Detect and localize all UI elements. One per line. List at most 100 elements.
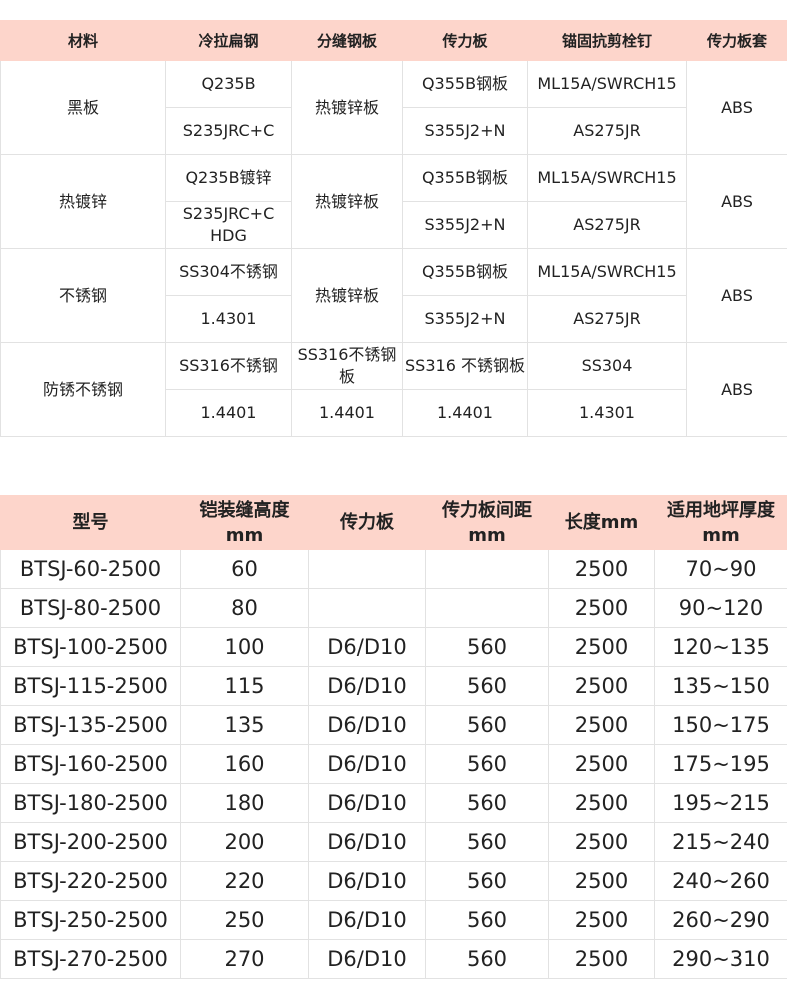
dowel-cell: D6/D10: [308, 783, 426, 823]
dowel-plate-cell: SS316 不锈钢板: [402, 342, 528, 390]
dowel-spacing-cell: 560: [425, 705, 549, 745]
joint-plate-cell: SS316不锈钢板: [291, 342, 403, 390]
length-cell: 2500: [548, 900, 655, 940]
model-cell: BTSJ-135-2500: [0, 705, 181, 745]
stud-cell: 1.4301: [527, 389, 687, 437]
header-length: 长度mm: [548, 495, 655, 550]
floor-thickness-cell: 260~290: [654, 900, 787, 940]
materials-row: S235JRC+C HDG S355J2+N AS275JR: [1, 201, 787, 249]
dowel-cell: D6/D10: [308, 861, 426, 901]
table-row: BTSJ-250-2500 250 D6/D10 560 2500 260~290: [0, 900, 787, 940]
joint-plate-cell: 热镀锌板: [291, 154, 403, 249]
floor-thickness-cell: 90~120: [654, 588, 787, 628]
table-row: BTSJ-100-2500 100 D6/D10 560 2500 120~135: [0, 627, 787, 667]
material-cell: 热镀锌: [0, 154, 166, 249]
dowel-cell: D6/D10: [308, 666, 426, 706]
length-cell: 2500: [548, 588, 655, 628]
dowel-spacing-cell: 560: [425, 666, 549, 706]
stud-cell: AS275JR: [527, 201, 687, 249]
model-cell: BTSJ-200-2500: [0, 822, 181, 862]
dowel-plate-cell: Q355B钢板: [402, 248, 528, 296]
dowel-spacing-cell: 560: [425, 861, 549, 901]
materials-row: 黑板 Q235B 热镀锌板 Q355B钢板 ML15A/SWRCH15 ABS: [0, 60, 787, 155]
materials-row: 1.4401 1.4401 1.4401 1.4301: [1, 389, 787, 437]
stud-cell: ML15A/SWRCH15: [527, 60, 687, 108]
length-cell: 2500: [548, 627, 655, 667]
height-cell: 200: [180, 822, 309, 862]
height-cell: 100: [180, 627, 309, 667]
sleeve-cell: ABS: [686, 154, 787, 249]
table-row: BTSJ-80-2500 80 2500 90~120: [0, 588, 787, 628]
joint-plate-cell: 热镀锌板: [291, 60, 403, 155]
height-cell: 115: [180, 666, 309, 706]
models-table: 型号 铠装缝高度 mm 传力板 传力板间距 mm 长度mm 适用地坪厚度 mm BTS…: [0, 495, 787, 979]
dowel-plate-cell: 1.4401: [402, 389, 528, 437]
model-cell: BTSJ-80-2500: [0, 588, 181, 628]
materials-row: S235JRC+C S355J2+N AS275JR: [1, 107, 787, 155]
dowel-cell: D6/D10: [308, 900, 426, 940]
dowel-cell: [308, 588, 426, 628]
height-cell: 270: [180, 939, 309, 979]
floor-thickness-cell: 120~135: [654, 627, 787, 667]
height-cell: 135: [180, 705, 309, 745]
table-row: BTSJ-270-2500 270 D6/D10 560 2500 290~310: [0, 939, 787, 979]
joint-plate-cell: 热镀锌板: [291, 248, 403, 343]
header-floor-thickness: 适用地坪厚度 mm: [654, 495, 787, 550]
flat-steel-cell: 1.4401: [165, 389, 292, 437]
floor-thickness-cell: 195~215: [654, 783, 787, 823]
materials-table: 材料 冷拉扁钢 分缝钢板 传力板 锚固抗剪栓钉 传力板套 黑板 Q235B 热镀锌板…: [0, 20, 787, 437]
length-cell: 2500: [548, 744, 655, 784]
floor-thickness-cell: 215~240: [654, 822, 787, 862]
sleeve-cell: ABS: [686, 342, 787, 437]
dowel-plate-cell: S355J2+N: [402, 107, 528, 155]
material-cell: 黑板: [0, 60, 166, 155]
model-cell: BTSJ-115-2500: [0, 666, 181, 706]
model-cell: BTSJ-160-2500: [0, 744, 181, 784]
dowel-spacing-cell: 560: [425, 822, 549, 862]
length-cell: 2500: [548, 705, 655, 745]
header-joint-plate: 分缝钢板: [291, 20, 403, 61]
length-cell: 2500: [548, 666, 655, 706]
height-cell: 220: [180, 861, 309, 901]
header-dowel-plate: 传力板: [402, 20, 528, 61]
height-cell: 80: [180, 588, 309, 628]
material-cell: 不锈钢: [0, 248, 166, 343]
stud-cell: AS275JR: [527, 295, 687, 343]
stud-cell: ML15A/SWRCH15: [527, 248, 687, 296]
table-row: BTSJ-220-2500 220 D6/D10 560 2500 240~260: [0, 861, 787, 901]
dowel-cell: D6/D10: [308, 744, 426, 784]
materials-row: 不锈钢 SS304不锈钢 热镀锌板 Q355B钢板 ML15A/SWRCH15 ABS: [0, 248, 787, 343]
dowel-spacing-cell: 560: [425, 744, 549, 784]
header-model: 型号: [0, 495, 181, 550]
height-cell: 60: [180, 549, 309, 589]
dowel-spacing-cell: 560: [425, 783, 549, 823]
dowel-cell: [308, 549, 426, 589]
table-row: BTSJ-135-2500 135 D6/D10 560 2500 150~175: [0, 705, 787, 745]
models-header-row: 型号 铠装缝高度 mm 传力板 传力板间距 mm 长度mm 适用地坪厚度 mm: [0, 495, 787, 550]
header-dowel-spacing: 传力板间距 mm: [425, 495, 549, 550]
model-cell: BTSJ-100-2500: [0, 627, 181, 667]
length-cell: 2500: [548, 822, 655, 862]
dowel-cell: D6/D10: [308, 939, 426, 979]
dowel-cell: D6/D10: [308, 627, 426, 667]
flat-steel-cell: Q235B镀锌: [165, 154, 292, 202]
floor-thickness-cell: 70~90: [654, 549, 787, 589]
model-cell: BTSJ-250-2500: [0, 900, 181, 940]
table-row: BTSJ-180-2500 180 D6/D10 560 2500 195~215: [0, 783, 787, 823]
dowel-spacing-cell: 560: [425, 900, 549, 940]
length-cell: 2500: [548, 549, 655, 589]
height-cell: 180: [180, 783, 309, 823]
model-cell: BTSJ-60-2500: [0, 549, 181, 589]
flat-steel-cell: Q235B: [165, 60, 292, 108]
stud-cell: AS275JR: [527, 107, 687, 155]
materials-row: 热镀锌 Q235B镀锌 热镀锌板 Q355B钢板 ML15A/SWRCH15 ABS: [0, 154, 787, 249]
materials-row: 防锈不锈钢 SS316不锈钢 SS316不锈钢板 SS316 不锈钢板 SS304 ABS: [0, 342, 787, 437]
sleeve-cell: ABS: [686, 248, 787, 343]
dowel-spacing-cell: [425, 549, 549, 589]
header-material: 材料: [0, 20, 166, 61]
header-height: 铠装缝高度 mm: [180, 495, 309, 550]
length-cell: 2500: [548, 861, 655, 901]
stud-cell: SS304: [527, 342, 687, 390]
table-row: BTSJ-200-2500 200 D6/D10 560 2500 215~240: [0, 822, 787, 862]
joint-plate-cell: 1.4401: [291, 389, 403, 437]
